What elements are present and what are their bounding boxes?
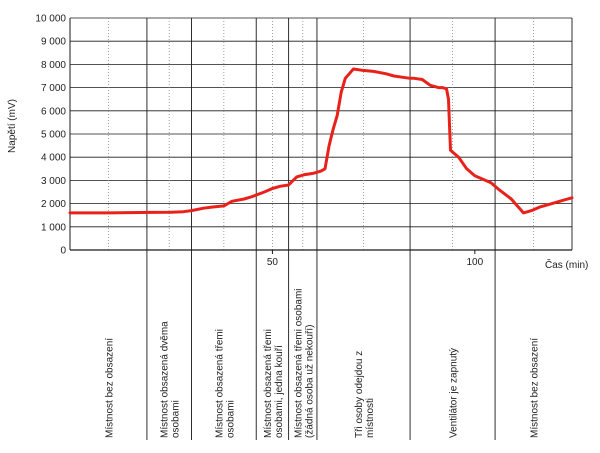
y-tick-label: 10 000 — [35, 14, 66, 25]
phase-label-1: Místnost bez obsazení — [105, 338, 116, 438]
y-tick-label: 2 000 — [41, 199, 66, 210]
y-tick-label: 7 000 — [41, 83, 66, 94]
phase-label-5: Místnost obsazená třemi osobami(žádná os… — [293, 288, 315, 438]
y-tick-label: 8 000 — [41, 60, 66, 71]
x-axis-title: Čas (min) — [545, 258, 588, 271]
y-tick-label: 5 000 — [41, 130, 66, 141]
y-axis-title: Napětí (mV) — [7, 99, 18, 153]
series-layer — [68, 67, 574, 215]
x-tick-label: 100 — [466, 257, 483, 268]
y-tick-labels: 0 1 000 2 000 3 000 4 000 5 000 6 000 7 000 8 00… — [35, 14, 66, 257]
gridlines — [70, 17, 572, 251]
y-tick-label: 0 — [60, 246, 66, 257]
phase-label-3: Místnost obsazená třemiosobami — [214, 329, 236, 438]
y-tick-label: 3 000 — [41, 176, 66, 187]
phase-label-6: Tři osoby odejdou zmístnosti — [354, 351, 376, 438]
phase-label-8: Místnost bez obsazení — [530, 338, 541, 438]
phase-label-7: Ventilátor je zapnutý — [449, 348, 460, 438]
y-tick-label: 9 000 — [41, 37, 66, 48]
x-tick-label: 50 — [267, 257, 279, 268]
y-tick-label: 1 000 — [41, 222, 66, 233]
phase-dividers — [69, 18, 573, 440]
phase-label-4: Místnost obsazená třemiosobami, jedna ko… — [263, 329, 285, 438]
y-tick-label: 6 000 — [41, 106, 66, 117]
axes — [69, 18, 572, 251]
x-tick-labels: 50 100 — [267, 250, 484, 268]
phase-labels: Místnost bez obsazení Místnost obsazená d… — [105, 288, 541, 438]
phase-label-2: Místnost obsazená dvěmaosobami — [160, 321, 182, 438]
y-tick-label: 4 000 — [41, 153, 66, 164]
voltage-series-line — [68, 67, 574, 215]
